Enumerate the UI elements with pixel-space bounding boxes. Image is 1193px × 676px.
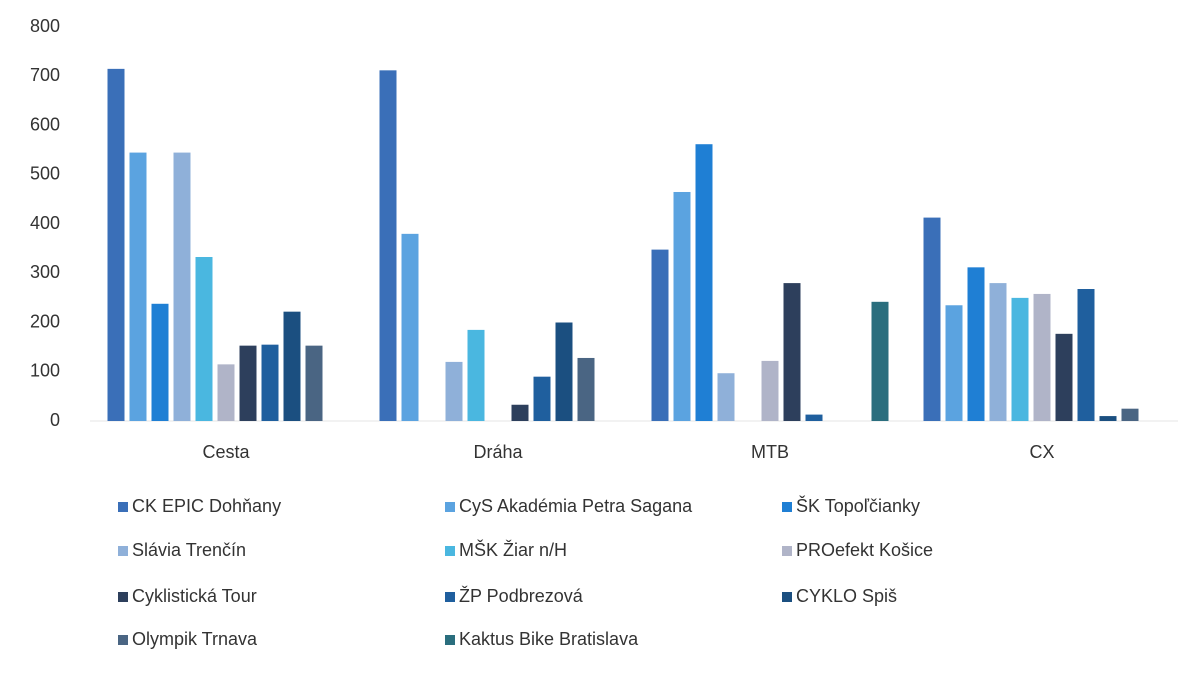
legend-label: Olympik Trnava bbox=[132, 629, 258, 649]
bar bbox=[239, 345, 257, 421]
bar bbox=[195, 256, 213, 421]
legend-label: ŽP Podbrezová bbox=[459, 586, 584, 606]
bar bbox=[967, 267, 985, 421]
bar bbox=[651, 249, 669, 421]
bar bbox=[401, 233, 419, 421]
legend-label: CK EPIC Dohňany bbox=[132, 496, 281, 516]
bar bbox=[445, 361, 463, 421]
legend-swatch bbox=[782, 546, 792, 556]
y-tick-label: 200 bbox=[30, 311, 60, 331]
legend-swatch bbox=[118, 635, 128, 645]
legend-swatch bbox=[782, 502, 792, 512]
bar bbox=[923, 217, 941, 421]
y-tick-label: 600 bbox=[30, 114, 60, 134]
legend-label: PROefekt Košice bbox=[796, 540, 933, 560]
y-tick-label: 400 bbox=[30, 213, 60, 233]
y-tick-label: 500 bbox=[30, 164, 60, 184]
bar bbox=[173, 152, 191, 421]
bar bbox=[379, 70, 397, 421]
bar bbox=[1099, 416, 1117, 421]
bar bbox=[1011, 297, 1029, 421]
bar bbox=[1077, 289, 1095, 421]
legend-swatch bbox=[445, 502, 455, 512]
legend-label: CyS Akadémia Petra Sagana bbox=[459, 496, 693, 516]
legend-swatch bbox=[445, 546, 455, 556]
bar bbox=[555, 322, 573, 421]
x-tick-label: Dráha bbox=[473, 442, 523, 462]
bar bbox=[467, 329, 485, 421]
bar bbox=[151, 303, 169, 421]
bar bbox=[283, 311, 301, 421]
x-tick-label: MTB bbox=[751, 442, 789, 462]
bar bbox=[129, 152, 147, 421]
bar bbox=[511, 404, 529, 421]
bar bbox=[673, 191, 691, 421]
legend-swatch bbox=[118, 502, 128, 512]
bar bbox=[107, 68, 125, 422]
y-tick-label: 300 bbox=[30, 262, 60, 282]
bar bbox=[261, 344, 279, 421]
bar bbox=[695, 144, 713, 421]
bar bbox=[717, 373, 735, 421]
bar bbox=[945, 305, 963, 421]
legend-label: Kaktus Bike Bratislava bbox=[459, 629, 639, 649]
bar bbox=[989, 283, 1007, 421]
bar bbox=[533, 376, 551, 421]
legend-label: Slávia Trenčín bbox=[132, 540, 246, 560]
y-tick-label: 0 bbox=[50, 410, 60, 430]
bar bbox=[805, 414, 823, 421]
y-tick-label: 800 bbox=[30, 16, 60, 36]
bar bbox=[783, 283, 801, 421]
legend-swatch bbox=[445, 592, 455, 602]
y-tick-label: 700 bbox=[30, 65, 60, 85]
legend-swatch bbox=[782, 592, 792, 602]
legend-label: MŠK Žiar n/H bbox=[459, 539, 567, 560]
legend-swatch bbox=[118, 546, 128, 556]
bar bbox=[1055, 333, 1073, 421]
bar bbox=[217, 364, 235, 421]
legend-label: CYKLO Spiš bbox=[796, 586, 897, 606]
bar bbox=[1121, 408, 1139, 421]
bar bbox=[761, 360, 779, 421]
bar bbox=[1033, 293, 1051, 421]
legend-swatch bbox=[118, 592, 128, 602]
legend-swatch bbox=[445, 635, 455, 645]
bar bbox=[871, 301, 889, 421]
legend-label: ŠK Topoľčianky bbox=[796, 495, 920, 516]
x-tick-label: Cesta bbox=[202, 442, 250, 462]
legend-label: Cyklistická Tour bbox=[132, 586, 257, 606]
bar bbox=[577, 357, 595, 421]
y-tick-label: 100 bbox=[30, 361, 60, 381]
bar bbox=[305, 345, 323, 421]
x-tick-label: CX bbox=[1029, 442, 1054, 462]
